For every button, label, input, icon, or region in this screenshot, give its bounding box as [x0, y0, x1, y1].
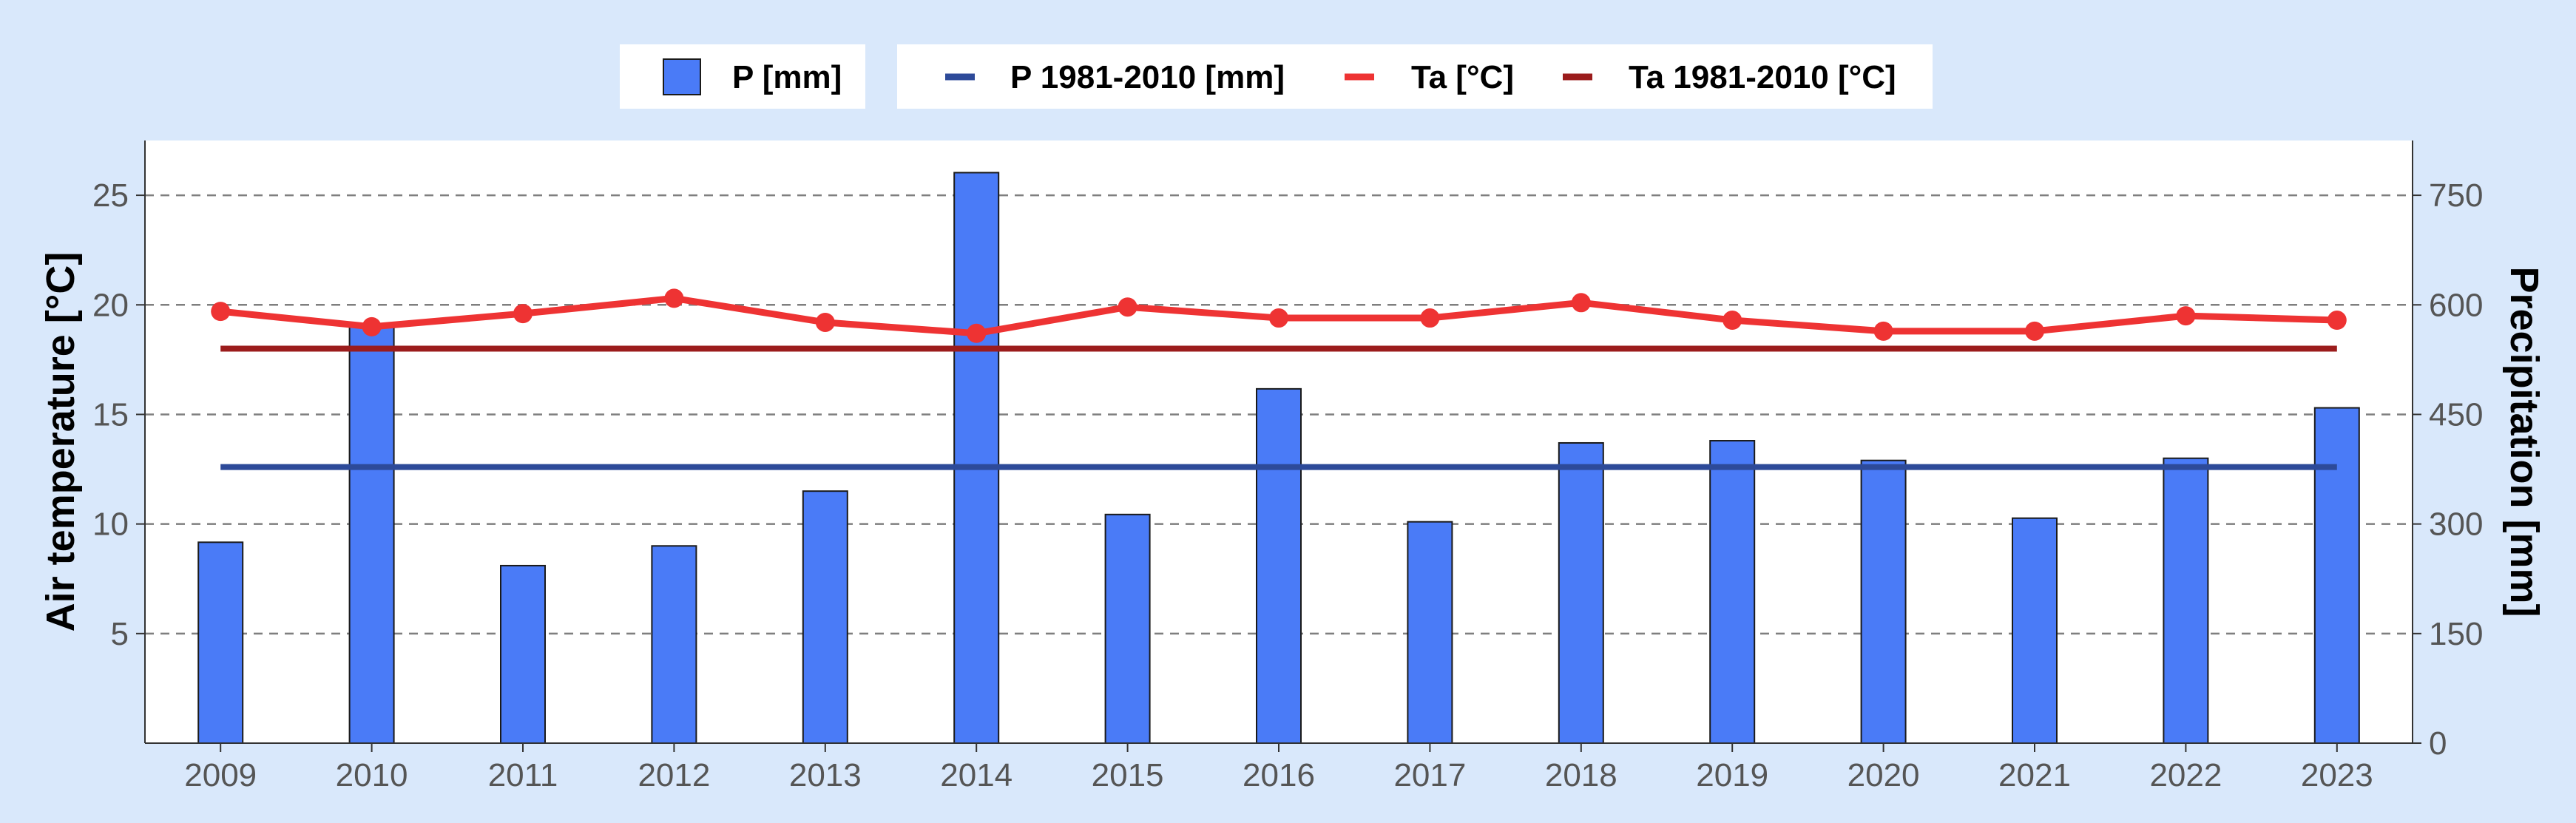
temp-marker: [1420, 308, 1440, 328]
legend-label: Ta [°C]: [1411, 59, 1514, 95]
y-tick-label-right: 150: [2429, 616, 2483, 652]
precip-bars: [197, 172, 2360, 745]
y-tick-label-right: 600: [2429, 287, 2483, 323]
precip-bar: [348, 325, 395, 744]
precip-bar: [2012, 517, 2058, 744]
temp-marker: [1873, 321, 1893, 341]
precip-bar: [953, 172, 1000, 744]
precip-bar: [651, 545, 697, 744]
x-tick-label: 2023: [2301, 757, 2373, 793]
temp-marker: [362, 316, 382, 336]
x-tick-label: 2010: [336, 757, 408, 793]
y-tick-label-left: 15: [92, 396, 129, 433]
x-tick-label: 2009: [184, 757, 257, 793]
x-tick-label: 2011: [488, 757, 558, 793]
x-tick-label: 2014: [940, 757, 1013, 793]
precip-bar: [197, 541, 244, 744]
y-axis-title-right: Precipitation [mm]: [2502, 266, 2546, 617]
legend-label: Ta 1981-2010 [°C]: [1629, 59, 1896, 95]
precip-bar: [1558, 441, 1604, 744]
y-tick-label-left: 5: [111, 616, 129, 652]
temp-marker: [664, 288, 684, 308]
precip-bar: [2163, 457, 2209, 745]
temp-marker: [211, 302, 231, 322]
x-tick-label: 2022: [2149, 757, 2222, 793]
y-tick-label-right: 450: [2429, 396, 2483, 433]
x-tick-label: 2012: [638, 757, 710, 793]
legend-box-bars: [620, 44, 865, 109]
temp-marker: [967, 323, 987, 343]
temp-marker: [513, 304, 533, 324]
y-tick-label-right: 300: [2429, 507, 2483, 543]
series-lines: [211, 288, 2347, 470]
x-tick-label: 2021: [1998, 757, 2071, 793]
y-tick-label-left: 25: [92, 177, 129, 214]
precip-bar: [1104, 513, 1151, 744]
y-tick-label-right: 0: [2429, 725, 2447, 762]
temp-marker: [1118, 297, 1137, 317]
y-axis-title-left: Air temperature [°C]: [38, 252, 83, 632]
y-tick-label-left: 10: [92, 507, 129, 543]
temp-marker: [2025, 321, 2044, 341]
x-tick-label: 2017: [1393, 757, 1466, 793]
precip-bar: [1256, 387, 1302, 744]
x-tick-label: 2015: [1092, 757, 1164, 793]
precip-bar: [802, 490, 848, 744]
y-tick-label-right: 750: [2429, 177, 2483, 214]
legend: P [mm] P 1981-2010 [mm] Ta [°C] Ta 1981-201…: [620, 44, 1933, 109]
x-tick-label: 2020: [1848, 757, 1920, 793]
precip-bar: [1407, 521, 1453, 744]
x-tick-label: 2016: [1243, 757, 1315, 793]
precip-bar: [500, 564, 546, 744]
legend-key-bar: [663, 58, 701, 95]
temp-marker: [1723, 311, 1742, 331]
legend-box-lines: [897, 44, 1933, 109]
temp-marker: [815, 312, 835, 332]
temp-marker: [2176, 306, 2196, 326]
temp-marker: [1571, 293, 1591, 313]
precip-bar: [1860, 459, 1907, 744]
precip-bar: [1709, 440, 1756, 744]
precip-bar: [2313, 407, 2360, 745]
x-tick-label: 2019: [1696, 757, 1768, 793]
x-tick-label: 2013: [789, 757, 862, 793]
legend-label: P 1981-2010 [mm]: [1010, 59, 1285, 95]
temp-marker: [2327, 311, 2347, 331]
x-tick-label: 2018: [1545, 757, 1617, 793]
y-tick-label-left: 20: [92, 287, 129, 323]
temp-marker: [1269, 308, 1288, 328]
legend-label: P [mm]: [732, 59, 842, 95]
axes: 5 10 15 20 25 0 150 300 450 600 750 2009 2010 2011 201…: [92, 140, 2483, 793]
